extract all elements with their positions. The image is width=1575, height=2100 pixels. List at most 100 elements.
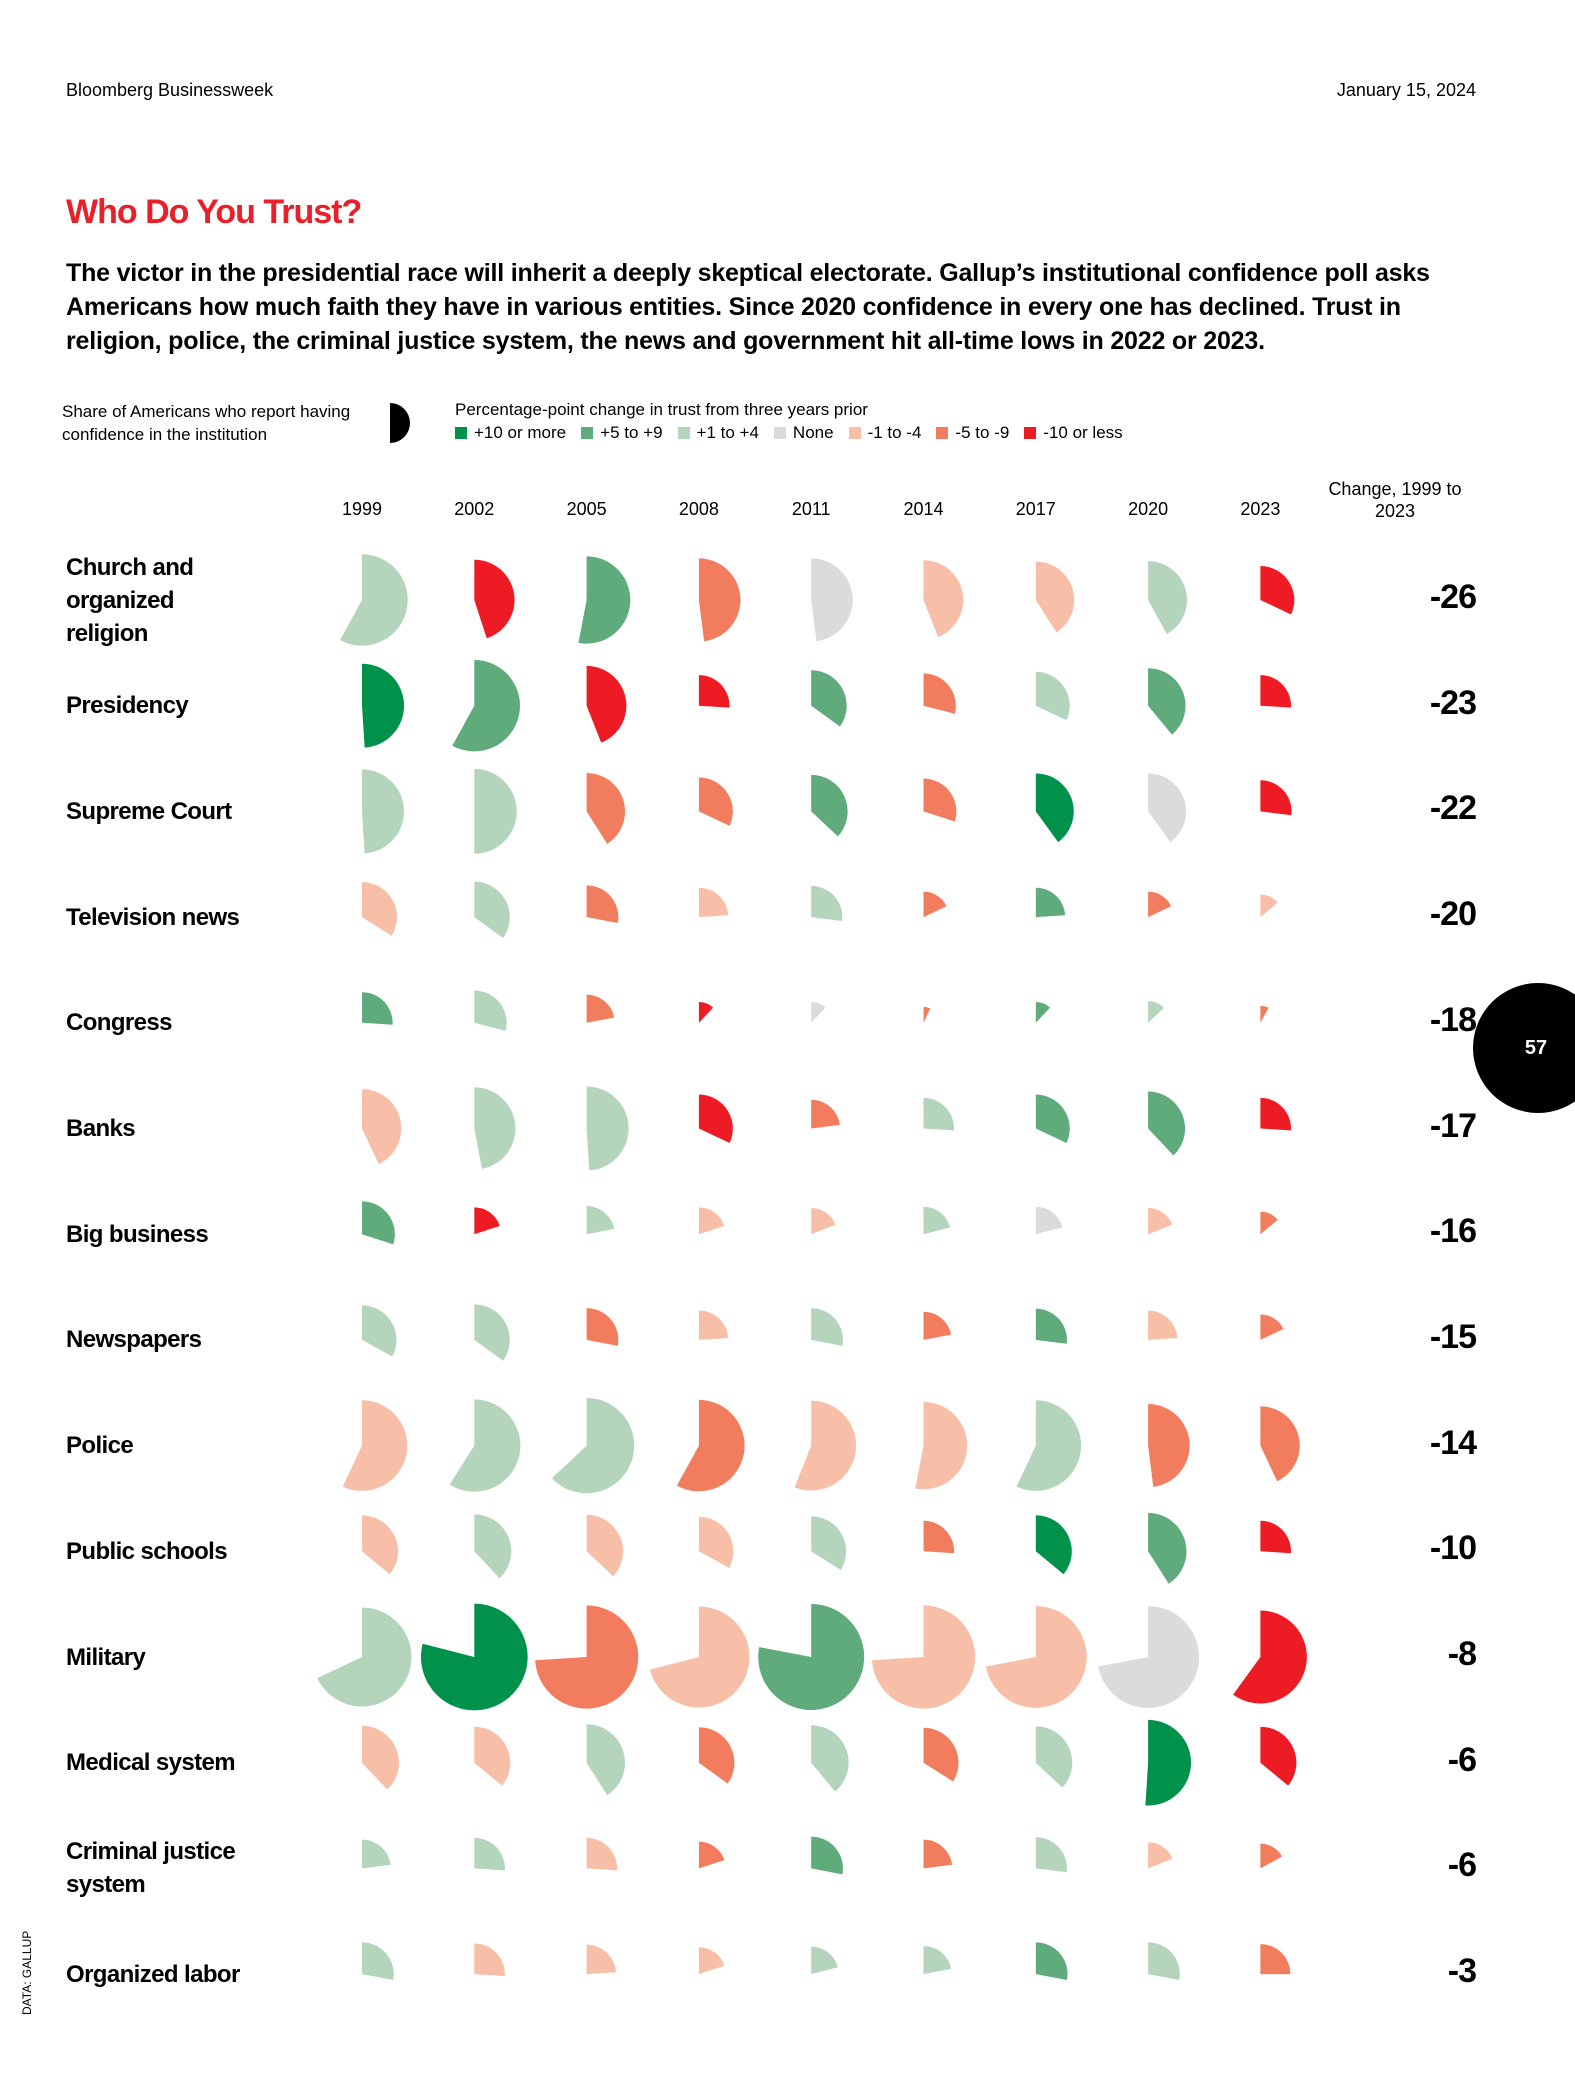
institution-label: Supreme Court — [66, 797, 232, 825]
confidence-wedge — [362, 1839, 391, 1869]
confidence-wedge — [794, 1400, 857, 1491]
confidence-wedge — [362, 663, 405, 748]
year-label: 2023 — [1240, 499, 1281, 519]
change-value: -20 — [1429, 895, 1477, 934]
confidence-wedge — [1260, 1097, 1291, 1131]
legend-swatch — [455, 427, 467, 439]
change-value: -16 — [1429, 1212, 1477, 1251]
legend-label: None — [792, 423, 834, 442]
confidence-wedge — [811, 670, 847, 727]
confidence-wedge — [1148, 668, 1186, 735]
confidence-wedge — [1260, 1406, 1300, 1482]
confidence-wedge — [811, 885, 843, 922]
confidence-wedge — [923, 1206, 951, 1235]
legend-item: -5 to -9 — [936, 423, 1009, 443]
confidence-wedge — [1035, 1308, 1067, 1344]
legend-label: -10 or less — [1043, 423, 1123, 442]
confidence-wedge — [586, 885, 619, 924]
change-value: -6 — [1447, 1846, 1477, 1885]
confidence-wedge — [1035, 1094, 1070, 1143]
page-number: 57 — [1524, 1037, 1548, 1059]
confidence-wedge — [362, 1725, 399, 1790]
legend-label: -5 to -9 — [955, 423, 1010, 442]
confidence-wedge — [586, 1837, 618, 1871]
legend-half-circle-icon — [390, 403, 410, 443]
change-value: -26 — [1429, 578, 1477, 616]
confidence-wedge — [923, 1097, 955, 1131]
confidence-wedge — [811, 1208, 836, 1235]
chart-title: Who Do You Trust? — [66, 193, 362, 231]
institution-label: Criminal justice system — [66, 1838, 236, 1899]
confidence-wedge — [1148, 1208, 1173, 1235]
legend-label: -1 to -4 — [867, 423, 922, 442]
issue-date: January 15, 2024 — [1336, 80, 1476, 100]
confidence-wedge — [758, 1604, 865, 1710]
confidence-wedge — [915, 1401, 968, 1490]
legend-item: +5 to +9 — [581, 423, 663, 443]
year-label: 2017 — [1015, 499, 1056, 519]
confidence-wedge — [698, 1947, 725, 1975]
change-value: -3 — [1447, 1952, 1477, 1991]
confidence-wedge — [1035, 1837, 1067, 1873]
page-number-tab — [1473, 983, 1575, 1113]
change-header: Change, 1999 to 2023 — [1328, 479, 1462, 521]
confidence-wedge — [985, 1606, 1087, 1708]
legend-item: +10 or more — [455, 423, 566, 443]
confidence-wedge — [362, 1942, 394, 1981]
change-value: -14 — [1429, 1423, 1477, 1462]
publication-name: Bloomberg Businessweek — [66, 80, 274, 100]
confidence-wedge — [1016, 1400, 1082, 1491]
confidence-wedge — [362, 769, 405, 854]
confidence-wedge — [1148, 1842, 1173, 1869]
institution-label: Medical system — [66, 1749, 236, 1777]
confidence-wedge — [1260, 675, 1291, 708]
confidence-wedge — [923, 891, 947, 918]
legend-swatch — [936, 427, 949, 439]
confidence-wedge — [551, 1397, 635, 1494]
year-label: 1999 — [341, 499, 383, 519]
change-value: -22 — [1429, 789, 1477, 828]
institution-label: Banks — [66, 1115, 136, 1142]
confidence-wedge — [1148, 1512, 1187, 1584]
confidence-wedge — [449, 1399, 521, 1492]
confidence-wedge — [1260, 1520, 1291, 1554]
confidence-wedge — [1260, 566, 1295, 615]
confidence-wedge — [923, 778, 957, 822]
legend-item: -1 to -4 — [848, 423, 922, 443]
confidence-wedge — [811, 1836, 843, 1875]
year-label: 2005 — [566, 499, 607, 519]
change-value: -18 — [1429, 1000, 1477, 1039]
institution-label: Presidency — [66, 692, 189, 720]
confidence-wedge — [474, 1837, 505, 1871]
confidence-wedge — [811, 1946, 838, 1975]
legend-share-label: Share of Americans who report having con… — [62, 402, 351, 444]
confidence-wedge — [811, 558, 853, 642]
confidence-wedge — [1233, 1610, 1307, 1704]
confidence-wedge — [1260, 1314, 1284, 1340]
year-label: 2008 — [678, 499, 719, 519]
year-headers: 1999 2002 2005 2008 2011 2014 2017 2020 2023 — [0, 499, 1575, 523]
confidence-wedge — [578, 556, 631, 644]
legend-label: +1 to +4 — [696, 423, 759, 442]
legend-item: None — [773, 423, 834, 443]
confidence-wedge — [698, 675, 730, 708]
confidence-wedge — [420, 1603, 528, 1711]
year-label: 2002 — [454, 499, 495, 519]
confidence-wedge — [452, 660, 521, 752]
change-value: -23 — [1429, 683, 1477, 722]
legend-swatch — [848, 427, 861, 439]
confidence-wedge — [698, 1310, 729, 1340]
confidence-wedge — [474, 1514, 512, 1579]
confidence-wedge — [698, 1002, 714, 1023]
confidence-wedge — [586, 994, 615, 1023]
confidence-wedge — [698, 1207, 725, 1235]
legend-swatch — [1024, 427, 1037, 439]
confidence-wedge — [1148, 1404, 1190, 1487]
confidence-wedge — [811, 1725, 849, 1792]
change-value: -10 — [1429, 1529, 1477, 1568]
confidence-wedge — [474, 559, 515, 639]
change-value: -6 — [1447, 1740, 1477, 1779]
confidence-wedge — [586, 665, 627, 743]
confidence-wedge — [1148, 1310, 1178, 1340]
